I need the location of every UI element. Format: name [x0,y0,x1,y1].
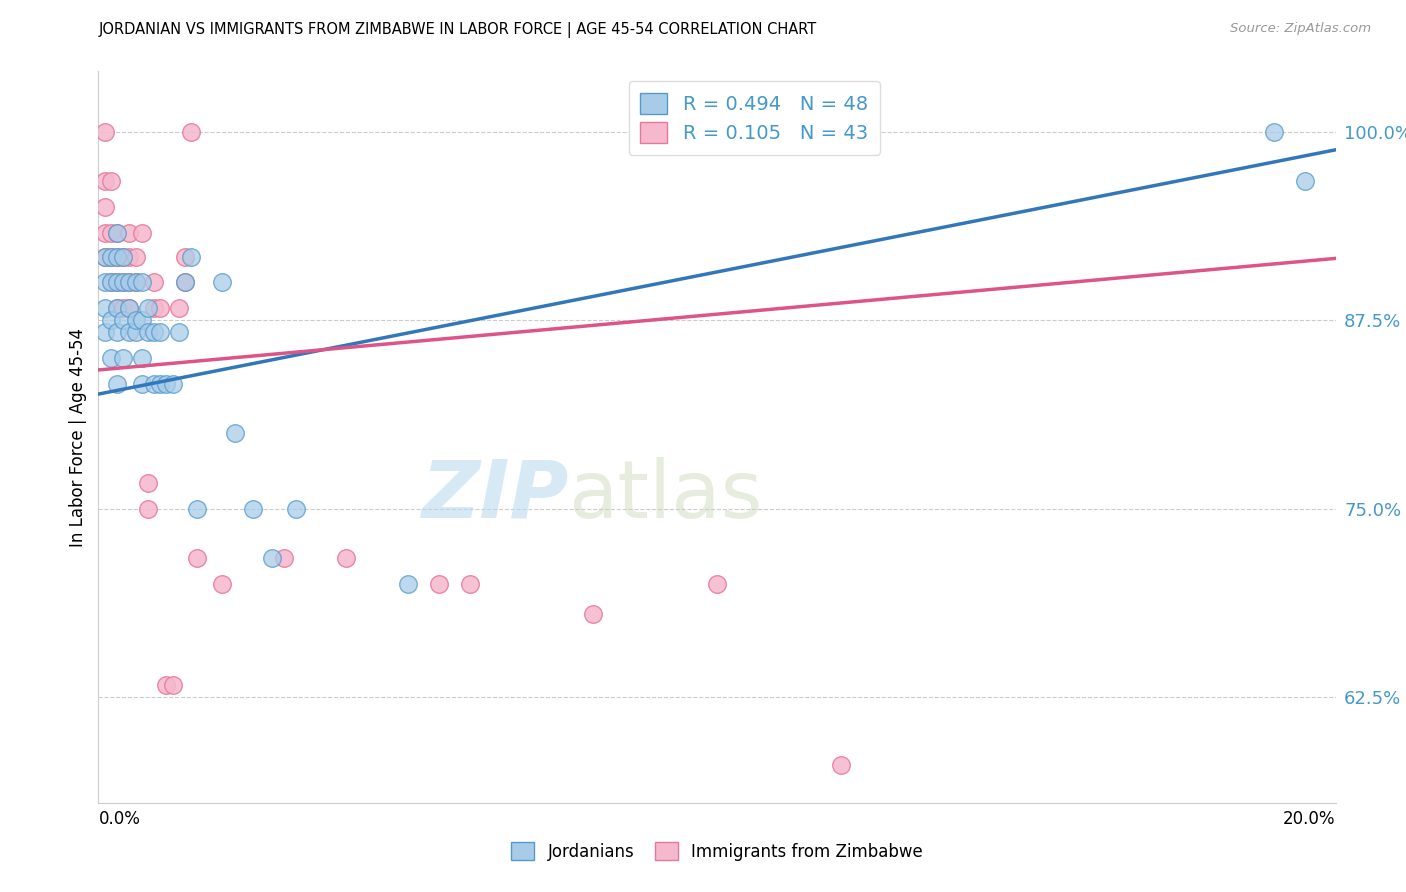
Text: atlas: atlas [568,457,763,534]
Point [124,250,146,264]
Point [118,250,141,264]
Point [93,250,115,264]
Point [93,301,115,315]
Point [260,551,283,566]
Point [100,351,122,365]
Point [174,276,197,290]
Point [118,301,141,315]
Point [180,125,202,139]
Point [105,226,128,240]
Point [118,301,141,315]
Point [105,276,128,290]
Point [105,250,128,264]
Point [131,351,153,365]
Point [105,376,128,391]
Point [93,276,115,290]
Point [143,276,166,290]
Point [112,250,135,264]
Point [149,325,172,339]
Point [273,551,295,566]
Text: ZIP: ZIP [422,457,568,534]
Point [285,501,308,516]
Point [112,276,135,290]
Point [224,426,246,441]
Point [100,174,122,188]
Point [143,301,166,315]
Point [149,301,172,315]
Point [105,250,128,264]
Point [131,276,153,290]
Point [396,577,419,591]
Point [242,501,264,516]
Point [93,200,115,214]
Text: Source: ZipAtlas.com: Source: ZipAtlas.com [1230,22,1371,36]
Point [167,325,190,339]
Point [100,250,122,264]
Point [136,301,159,315]
Point [105,226,128,240]
Point [149,376,172,391]
Point [211,577,233,591]
Point [93,125,115,139]
Point [136,501,159,516]
Point [174,250,197,264]
Point [186,551,208,566]
Point [100,250,122,264]
Point [100,276,122,290]
Point [1263,125,1285,139]
Point [100,276,122,290]
Point [124,276,146,290]
Y-axis label: In Labor Force | Age 45-54: In Labor Force | Age 45-54 [69,327,87,547]
Point [105,301,128,315]
Point [118,226,141,240]
Point [93,250,115,264]
Point [105,276,128,290]
Point [211,276,233,290]
Point [1294,174,1316,188]
Point [124,276,146,290]
Point [118,276,141,290]
Point [131,226,153,240]
Point [112,276,135,290]
Point [162,376,184,391]
Point [186,501,208,516]
Point [112,351,135,365]
Point [93,226,115,240]
Point [105,325,128,339]
Point [458,577,481,591]
Point [93,325,115,339]
Point [180,250,202,264]
Text: JORDANIAN VS IMMIGRANTS FROM ZIMBABWE IN LABOR FORCE | AGE 45-54 CORRELATION CHA: JORDANIAN VS IMMIGRANTS FROM ZIMBABWE IN… [98,22,817,38]
Point [582,607,605,622]
Point [93,174,115,188]
Point [830,758,852,772]
Point [124,313,146,327]
Point [112,250,135,264]
Point [155,376,177,391]
Point [131,313,153,327]
Point [118,276,141,290]
Point [174,276,197,290]
Text: 20.0%: 20.0% [1284,810,1336,829]
Legend: Jordanians, Immigrants from Zimbabwe: Jordanians, Immigrants from Zimbabwe [505,836,929,868]
Point [136,476,159,491]
Point [112,301,135,315]
Point [100,313,122,327]
Point [118,325,141,339]
Point [427,577,450,591]
Point [100,226,122,240]
Point [136,325,159,339]
Point [335,551,357,566]
Text: 0.0%: 0.0% [98,810,141,829]
Point [706,577,728,591]
Point [131,376,153,391]
Point [155,678,177,692]
Point [112,313,135,327]
Point [124,325,146,339]
Point [162,678,184,692]
Point [143,376,166,391]
Point [143,325,166,339]
Point [167,301,190,315]
Point [105,301,128,315]
